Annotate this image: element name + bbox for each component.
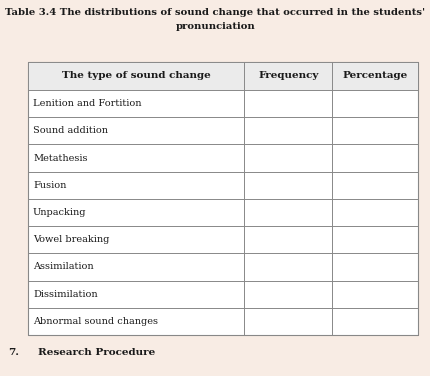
Text: Fusion: Fusion <box>33 181 66 190</box>
Text: Metathesis: Metathesis <box>33 153 87 162</box>
Text: Sound addition: Sound addition <box>33 126 108 135</box>
Text: Table 3.4 The distributions of sound change that occurred in the students': Table 3.4 The distributions of sound cha… <box>6 8 424 17</box>
Text: pronunciation: pronunciation <box>175 22 255 31</box>
Text: Frequency: Frequency <box>258 71 318 80</box>
Text: Assimilation: Assimilation <box>33 262 93 271</box>
Text: Percentage: Percentage <box>342 71 407 80</box>
Text: Abnormal sound changes: Abnormal sound changes <box>33 317 158 326</box>
Text: The type of sound change: The type of sound change <box>62 71 210 80</box>
Text: Research Procedure: Research Procedure <box>38 348 155 357</box>
Text: Lenition and Fortition: Lenition and Fortition <box>33 99 141 108</box>
Text: Vowel breaking: Vowel breaking <box>33 235 109 244</box>
Text: Unpacking: Unpacking <box>33 208 86 217</box>
Text: 7.: 7. <box>8 348 19 357</box>
Text: Dissimilation: Dissimilation <box>33 290 98 299</box>
Bar <box>28 62 417 335</box>
Bar <box>28 62 417 90</box>
